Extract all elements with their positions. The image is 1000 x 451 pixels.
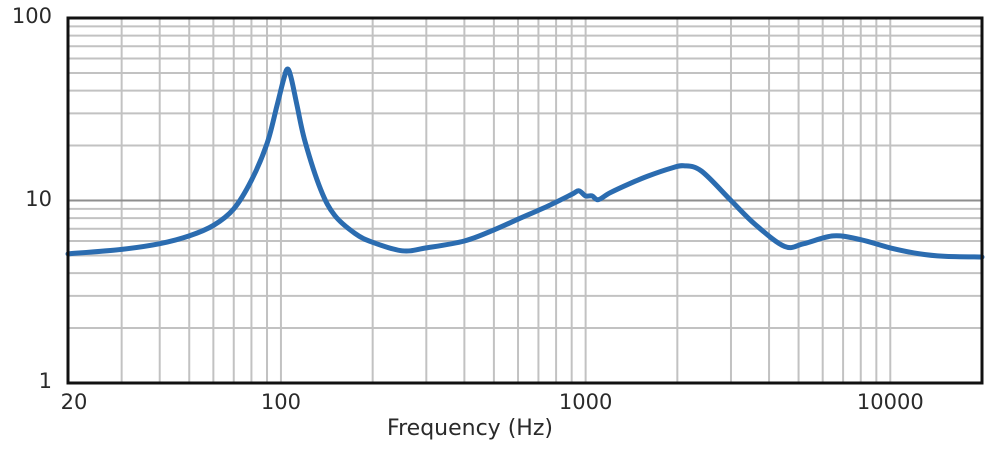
plot-frame: [66, 16, 984, 385]
y-tick-label: 10: [25, 186, 52, 211]
x-tick-label: 1000: [558, 390, 613, 414]
y-tick-label: 100: [11, 4, 52, 28]
grid-lines: [68, 18, 982, 383]
x-tick-label: 10000: [856, 390, 924, 414]
y-tick-label: 1: [38, 369, 52, 393]
x-tick-label: 20: [60, 390, 88, 414]
x-tick-label: 100: [260, 390, 301, 414]
x-axis-title: Frequency (Hz): [387, 416, 553, 441]
impedance-curve: [65, 66, 985, 260]
